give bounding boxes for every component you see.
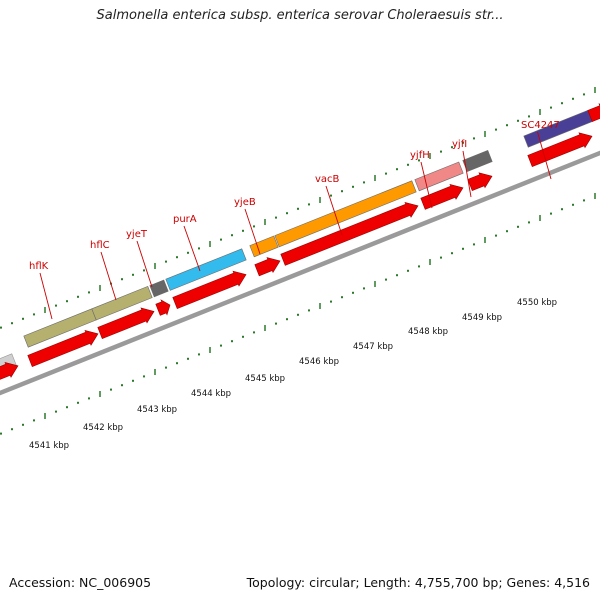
leader-line [39, 272, 53, 320]
gene-label-hflk: hflK [29, 261, 49, 272]
ruler-label: 4541 kbp [29, 441, 69, 451]
leader-line [100, 251, 117, 301]
gene-label-yjet: yjeT [126, 229, 148, 240]
cds-arrow [97, 307, 155, 339]
ruler-label: 4547 kbp [353, 342, 393, 352]
ruler-label: 4544 kbp [191, 389, 231, 399]
ruler-labels: 4541 kbp 4542 kbp 4543 kbp 4544 kbp 4545 kbp… [29, 298, 557, 451]
gene-labels: hflK hflC yjeT purA yjeB vacB yjfH yjfI SC4247 [29, 120, 560, 320]
cds-arrow [155, 299, 171, 316]
ruler-label: 4545 kbp [245, 374, 285, 384]
leader-line [183, 225, 201, 272]
cds-arrow [420, 183, 464, 210]
cds-arrow [0, 361, 19, 380]
feature-block [149, 279, 169, 298]
feature-block [274, 180, 417, 248]
gene-label-yjfh: yjfH [410, 150, 430, 161]
cds-arrow [280, 201, 419, 266]
leader-line [136, 240, 153, 288]
cds-arrow [172, 270, 247, 309]
feature-block [462, 150, 493, 172]
gene-label-sc4247: SC4247 [521, 120, 560, 131]
summary-label: Topology: circular; Length: 4,755,700 bp… [246, 575, 590, 590]
accession-label: Accession: NC_006905 [9, 575, 152, 590]
backbone [0, 150, 600, 396]
feature-block [414, 161, 464, 192]
ruler-ticks [0, 87, 596, 435]
ruler-label: 4542 kbp [83, 423, 123, 433]
gene-label-yjfi: yjfI [452, 139, 467, 150]
gene-label-pura: purA [173, 214, 197, 225]
map-title: Salmonella enterica subsp. enterica sero… [96, 8, 504, 23]
feature-block [165, 248, 247, 291]
leader-line [420, 161, 433, 209]
leader-line [537, 131, 552, 180]
features [0, 103, 600, 380]
ruler-label: 4550 kbp [517, 298, 557, 308]
ruler-label: 4546 kbp [299, 357, 339, 367]
feature-block [91, 286, 153, 321]
leader-line [244, 208, 261, 255]
feature-block [249, 235, 279, 258]
cds-arrow [527, 132, 593, 167]
ruler-label: 4543 kbp [137, 405, 177, 415]
cds-arrow [467, 172, 493, 191]
leader-line [462, 150, 472, 198]
gene-label-hflc: hflC [90, 240, 110, 251]
gene-label-yjeb: yjeB [234, 197, 256, 208]
cds-arrow [27, 329, 99, 367]
ruler-label: 4548 kbp [408, 327, 448, 337]
ruler-label: 4549 kbp [462, 313, 502, 323]
cds-arrow [254, 257, 281, 277]
leader-line [325, 185, 343, 236]
backbone-line [0, 150, 600, 396]
gene-label-vacb: vacB [315, 174, 340, 185]
